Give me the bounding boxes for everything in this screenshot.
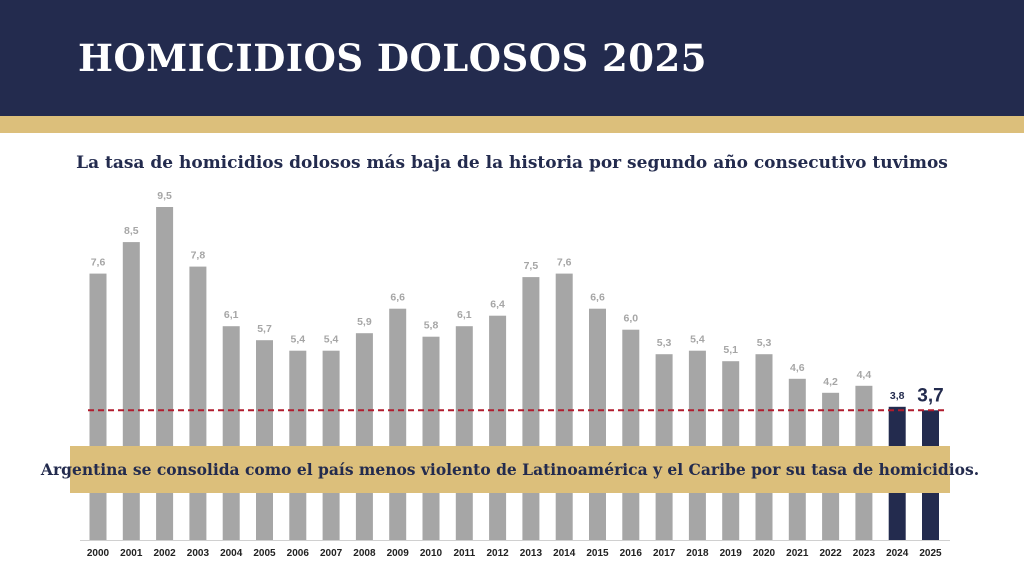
x-tick-2015: 2015 — [586, 548, 609, 559]
value-label-2014: 7,6 — [557, 257, 572, 269]
x-tick-2023: 2023 — [853, 548, 876, 559]
bar-2014 — [555, 273, 573, 540]
value-label-2025: 3,7 — [917, 385, 943, 406]
value-label-2000: 7,6 — [91, 257, 106, 269]
bar-2001 — [122, 242, 140, 540]
x-tick-2009: 2009 — [387, 548, 410, 559]
bar-2015 — [589, 308, 606, 540]
x-tick-2000: 2000 — [87, 548, 110, 559]
value-label-2020: 5,3 — [757, 337, 772, 349]
bar-2016 — [622, 329, 640, 540]
bar-2000 — [89, 273, 107, 540]
value-label-2009: 6,6 — [390, 292, 405, 304]
value-label-2021: 4,6 — [790, 362, 805, 374]
chart-subtitle: La tasa de homicidios dolosos más baja d… — [76, 153, 948, 173]
gold-divider — [0, 116, 1024, 133]
x-tick-2008: 2008 — [353, 548, 376, 559]
bar-2008 — [355, 333, 373, 540]
value-label-2004: 6,1 — [224, 309, 239, 321]
value-label-2023: 4,4 — [857, 369, 872, 381]
x-tick-2014: 2014 — [553, 548, 576, 559]
bar-2011 — [455, 326, 473, 540]
value-label-2001: 8,5 — [124, 225, 139, 237]
x-tick-2019: 2019 — [720, 548, 743, 559]
value-label-2006: 5,4 — [290, 334, 305, 346]
value-label-2024: 3,8 — [890, 390, 905, 402]
header-bar: HOMICIDIOS DOLOSOS 2025 — [0, 0, 1024, 116]
value-label-2022: 4,2 — [823, 376, 838, 388]
x-tick-2007: 2007 — [320, 548, 343, 559]
x-tick-2017: 2017 — [653, 548, 676, 559]
x-tick-2012: 2012 — [486, 548, 509, 559]
value-label-2018: 5,4 — [690, 334, 705, 346]
x-tick-2022: 2022 — [819, 548, 842, 559]
value-label-2012: 6,4 — [490, 299, 505, 311]
bar-2009 — [389, 308, 407, 540]
value-label-2005: 5,7 — [257, 323, 272, 335]
conclusion-banner: Argentina se consolida como el país meno… — [41, 446, 979, 493]
bar-2004 — [222, 326, 240, 540]
bar-2012 — [489, 315, 507, 540]
x-tick-2025: 2025 — [919, 548, 942, 559]
x-tick-2010: 2010 — [420, 548, 443, 559]
value-label-2008: 5,9 — [357, 316, 372, 328]
x-tick-2020: 2020 — [753, 548, 776, 559]
value-label-2019: 5,1 — [723, 344, 738, 356]
bar-2005 — [256, 340, 273, 540]
x-tick-2011: 2011 — [453, 548, 475, 559]
value-label-2016: 6,0 — [623, 313, 638, 325]
x-tick-2004: 2004 — [220, 548, 243, 559]
bar-2010 — [422, 336, 440, 540]
x-tick-2016: 2016 — [620, 548, 643, 559]
page-title: HOMICIDIOS DOLOSOS 2025 — [78, 36, 708, 80]
value-label-2010: 5,8 — [424, 320, 439, 332]
value-label-2017: 5,3 — [657, 337, 672, 349]
bar-2013 — [522, 277, 540, 540]
value-label-2003: 7,8 — [191, 250, 206, 262]
value-label-2013: 7,5 — [524, 260, 539, 272]
x-tick-2021: 2021 — [786, 548, 809, 559]
value-label-2015: 6,6 — [590, 292, 605, 304]
value-label-2007: 5,4 — [324, 334, 339, 346]
value-label-2002: 9,5 — [157, 190, 172, 202]
value-label-2011: 6,1 — [457, 309, 472, 321]
x-tick-2003: 2003 — [187, 548, 210, 559]
x-tick-2024: 2024 — [886, 548, 909, 559]
x-tick-2006: 2006 — [287, 548, 310, 559]
x-tick-2001: 2001 — [120, 548, 143, 559]
bar-2003 — [189, 266, 207, 540]
x-tick-2005: 2005 — [253, 548, 276, 559]
conclusion-text: Argentina se consolida como el país meno… — [40, 460, 980, 479]
x-tick-2018: 2018 — [686, 548, 709, 559]
x-tick-2013: 2013 — [520, 548, 543, 559]
x-tick-2002: 2002 — [153, 548, 176, 559]
